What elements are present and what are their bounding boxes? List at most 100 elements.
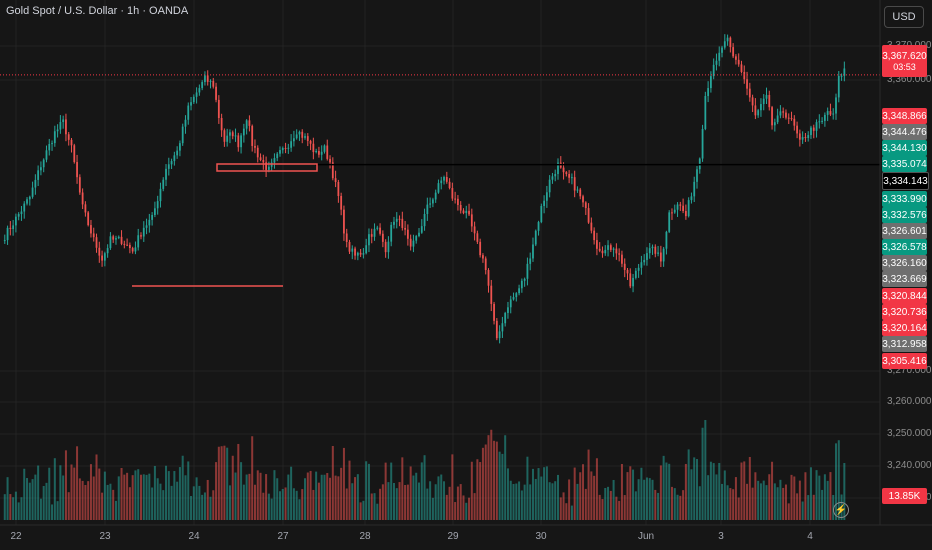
volume-bar bbox=[796, 493, 799, 520]
price-label-black: 3,334.143 bbox=[882, 172, 929, 190]
candle-body bbox=[381, 233, 384, 242]
volume-bar bbox=[39, 498, 42, 520]
volume-bar bbox=[206, 479, 209, 520]
candle-body bbox=[370, 234, 373, 237]
volume-bar bbox=[826, 480, 829, 520]
volume-bar bbox=[776, 487, 779, 520]
volume-label: 13.85K bbox=[882, 488, 927, 504]
candle-body bbox=[423, 213, 426, 227]
candle-body bbox=[637, 267, 640, 271]
volume-bar bbox=[123, 474, 126, 520]
volume-bar bbox=[809, 467, 812, 520]
grid-lines bbox=[0, 0, 880, 525]
volume-bar bbox=[198, 485, 201, 520]
candle-body bbox=[607, 245, 609, 250]
candle-body bbox=[34, 179, 37, 188]
volume-bar bbox=[331, 445, 334, 520]
candle-body bbox=[331, 162, 334, 179]
volume-bar bbox=[520, 490, 523, 520]
volume-bar bbox=[126, 472, 129, 520]
volume-bar bbox=[704, 420, 707, 520]
currency-button[interactable]: USD bbox=[884, 6, 924, 28]
candle-body bbox=[159, 188, 162, 202]
volume-bar bbox=[309, 470, 312, 520]
candle-body bbox=[587, 208, 590, 223]
candle-body bbox=[673, 209, 676, 213]
volume-bar bbox=[804, 472, 807, 520]
volume-bar bbox=[448, 486, 451, 520]
candle-body bbox=[420, 226, 423, 233]
candle-body bbox=[693, 181, 696, 197]
volume-bar bbox=[173, 471, 176, 520]
candle-body bbox=[315, 150, 318, 153]
volume-bar bbox=[337, 476, 340, 520]
volume-bar bbox=[812, 494, 815, 520]
candle-body bbox=[640, 262, 643, 268]
volume-bar bbox=[151, 487, 154, 520]
candle-body bbox=[67, 134, 70, 140]
time-tick: 28 bbox=[359, 531, 371, 542]
candle-body bbox=[262, 160, 265, 163]
volume-bar bbox=[612, 479, 615, 520]
candle-body bbox=[90, 225, 92, 234]
candle-body bbox=[223, 130, 226, 142]
volume-bar bbox=[570, 505, 573, 520]
volume-bar bbox=[295, 490, 298, 520]
candle-body bbox=[242, 128, 245, 136]
volume-bar bbox=[212, 490, 215, 520]
volume-bar bbox=[629, 466, 632, 520]
candle-body bbox=[798, 133, 801, 140]
candle-body bbox=[140, 235, 142, 237]
candle-body bbox=[657, 252, 659, 254]
candle-body bbox=[393, 221, 395, 225]
volume-bar bbox=[512, 483, 515, 520]
candle-body bbox=[379, 227, 381, 234]
candle-body bbox=[584, 202, 587, 209]
volume-bar bbox=[568, 479, 571, 520]
candle-body bbox=[696, 169, 698, 182]
volume-bar bbox=[284, 487, 287, 520]
volume-bar bbox=[823, 474, 826, 520]
candle-body bbox=[782, 111, 785, 113]
candle-body bbox=[437, 183, 440, 193]
price-label-down: 3,305.416 bbox=[882, 353, 927, 369]
candle-body bbox=[212, 80, 215, 87]
volume-bar bbox=[465, 502, 468, 520]
volume-bar bbox=[95, 454, 98, 520]
current-price-value: 3,367.620 bbox=[882, 50, 927, 62]
candle-body bbox=[801, 137, 804, 140]
price-label-gray: 3,326.160 bbox=[882, 255, 927, 271]
volume-bar bbox=[342, 447, 345, 520]
volume-bar bbox=[687, 449, 690, 520]
candle-body bbox=[429, 203, 432, 205]
volume-bar bbox=[281, 488, 284, 520]
candle-body bbox=[504, 312, 507, 324]
price-label-down: 3,320.736 bbox=[882, 304, 927, 320]
price-label-up: 3,335.074 bbox=[882, 156, 927, 172]
volume-bar bbox=[654, 489, 657, 520]
volume-bar bbox=[365, 461, 368, 520]
candle-body bbox=[84, 204, 87, 213]
candle-body bbox=[373, 228, 376, 237]
volume-bar bbox=[462, 495, 465, 520]
volume-bar bbox=[835, 443, 837, 520]
volume-bar bbox=[270, 498, 273, 520]
volume-bar bbox=[726, 485, 729, 520]
candle-body bbox=[623, 263, 626, 270]
volume-bar bbox=[351, 483, 354, 520]
candle-body bbox=[823, 114, 826, 121]
volume-bar bbox=[565, 503, 568, 520]
candle-body bbox=[351, 248, 354, 252]
symbol-title[interactable]: Gold Spot / U.S. Dollar · 1h · OANDA bbox=[6, 5, 189, 17]
candle-body bbox=[562, 167, 565, 173]
volume-bar bbox=[495, 441, 498, 520]
candle-body bbox=[432, 199, 434, 204]
candle-body bbox=[48, 143, 51, 151]
candle-body bbox=[109, 236, 112, 249]
volume-bar bbox=[220, 446, 223, 520]
volume-bar bbox=[162, 490, 165, 520]
lightning-icon[interactable]: ⚡ bbox=[833, 502, 849, 518]
volume-bar bbox=[476, 459, 479, 520]
volume-bar bbox=[693, 457, 696, 520]
